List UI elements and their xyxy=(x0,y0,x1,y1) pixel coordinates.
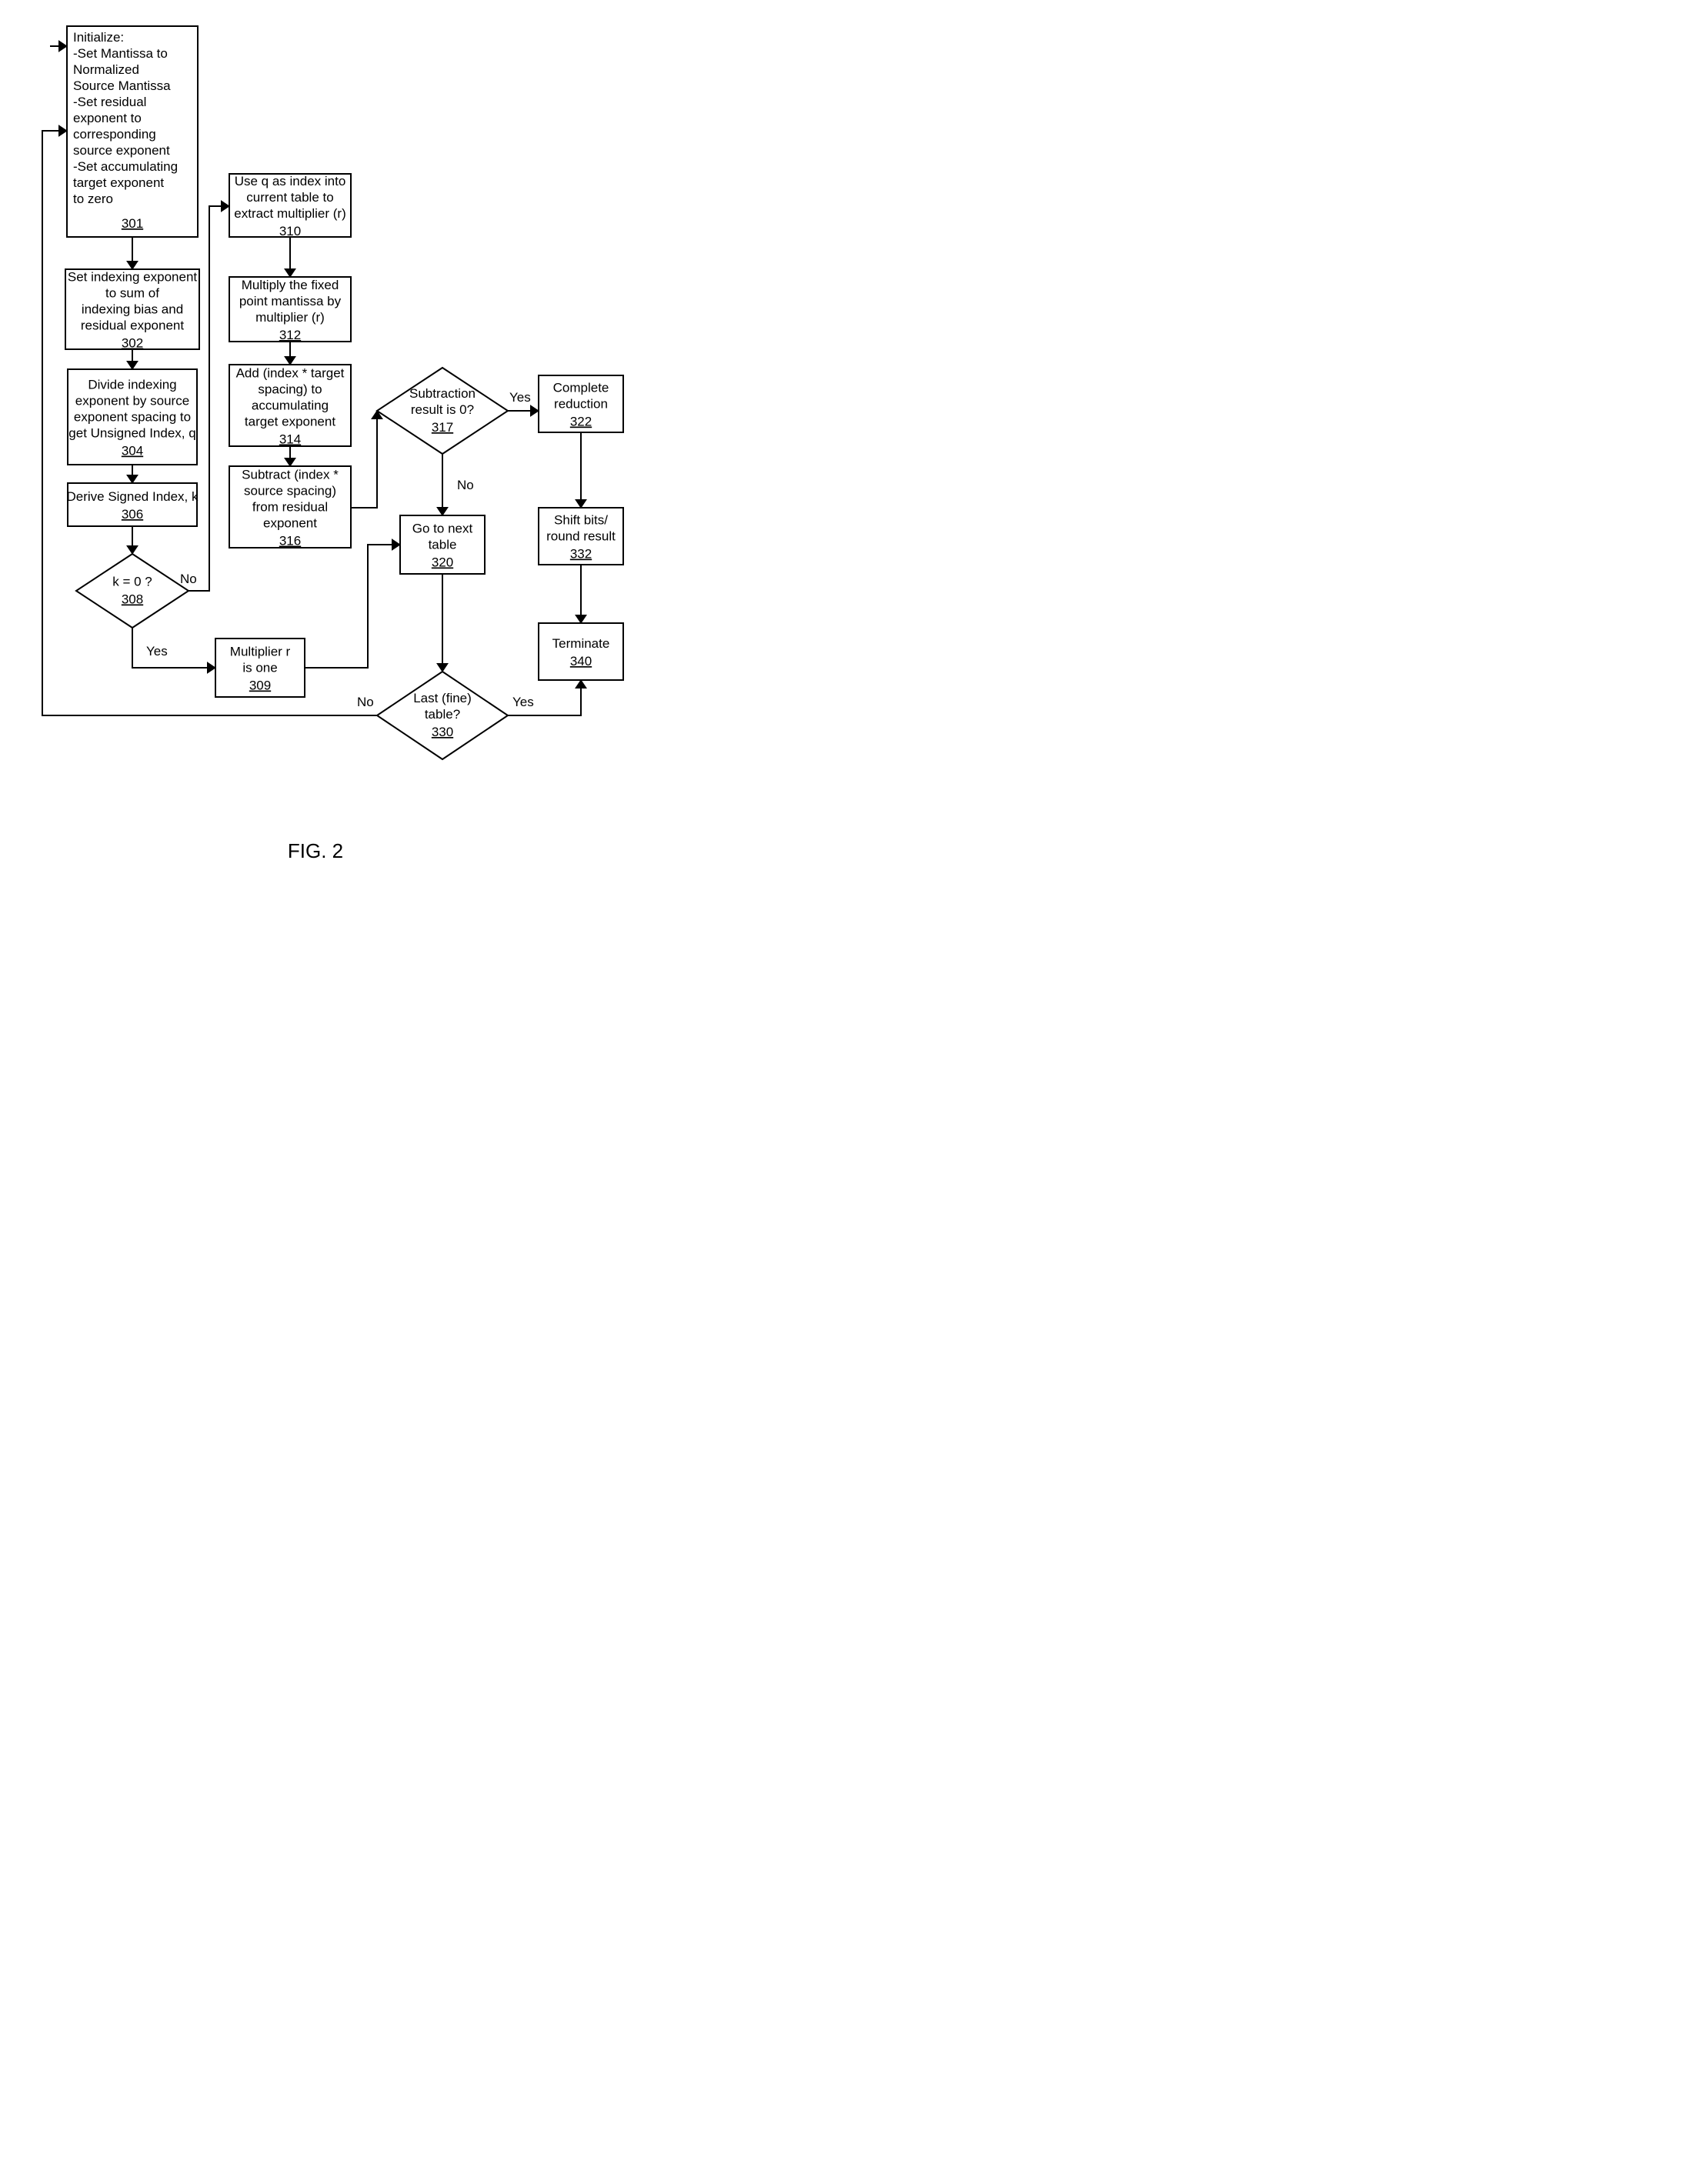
svg-text:spacing) to: spacing) to xyxy=(258,382,322,397)
svg-text:316: 316 xyxy=(279,534,301,549)
svg-text:317: 317 xyxy=(432,420,453,435)
svg-text:No: No xyxy=(357,695,374,709)
svg-text:get Unsigned Index, q: get Unsigned Index, q xyxy=(68,426,195,441)
svg-text:corresponding: corresponding xyxy=(73,127,156,142)
svg-text:Divide indexing: Divide indexing xyxy=(88,378,176,392)
svg-text:k = 0 ?: k = 0 ? xyxy=(112,575,152,589)
svg-text:Shift bits/: Shift bits/ xyxy=(554,513,608,528)
svg-text:-Set accumulating: -Set accumulating xyxy=(73,159,178,174)
svg-text:-Set residual: -Set residual xyxy=(73,95,146,109)
svg-text:310: 310 xyxy=(279,224,301,238)
svg-text:330: 330 xyxy=(432,725,453,739)
svg-text:Source Mantissa: Source Mantissa xyxy=(73,78,171,93)
svg-text:is one: is one xyxy=(242,661,277,675)
svg-text:FIG. 2: FIG. 2 xyxy=(288,839,343,862)
svg-text:Terminate: Terminate xyxy=(552,636,610,651)
svg-text:Set indexing exponent: Set indexing exponent xyxy=(68,270,198,285)
svg-text:Multiplier r: Multiplier r xyxy=(230,645,291,659)
svg-text:exponent spacing to: exponent spacing to xyxy=(74,410,191,425)
svg-text:Multiply the fixed: Multiply the fixed xyxy=(242,278,339,292)
svg-text:Initialize:: Initialize: xyxy=(73,30,124,45)
svg-text:340: 340 xyxy=(570,654,592,669)
svg-text:322: 322 xyxy=(570,415,592,429)
svg-text:308: 308 xyxy=(122,592,143,607)
svg-text:Subtraction: Subtraction xyxy=(409,386,476,401)
svg-text:result is 0?: result is 0? xyxy=(411,402,474,417)
svg-text:306: 306 xyxy=(122,507,143,522)
svg-text:to zero: to zero xyxy=(73,192,113,206)
svg-text:-Set Mantissa to: -Set Mantissa to xyxy=(73,46,168,61)
svg-text:Normalized: Normalized xyxy=(73,62,139,77)
svg-text:current table to: current table to xyxy=(246,190,333,205)
svg-text:Use q as index into: Use q as index into xyxy=(235,174,346,188)
svg-text:source spacing): source spacing) xyxy=(244,484,336,498)
svg-text:residual exponent: residual exponent xyxy=(81,318,184,333)
svg-text:312: 312 xyxy=(279,328,301,342)
svg-text:extract multiplier (r): extract multiplier (r) xyxy=(234,206,345,221)
svg-text:309: 309 xyxy=(249,679,271,693)
svg-text:point mantissa by: point mantissa by xyxy=(239,294,342,308)
svg-text:table: table xyxy=(429,538,457,552)
svg-text:Yes: Yes xyxy=(512,695,534,709)
svg-text:round result: round result xyxy=(546,529,616,544)
svg-text:exponent by source: exponent by source xyxy=(75,394,189,408)
svg-text:Add (index * target: Add (index * target xyxy=(236,366,345,381)
svg-text:to sum of: to sum of xyxy=(105,286,159,301)
svg-text:301: 301 xyxy=(122,216,143,231)
svg-text:Go to next: Go to next xyxy=(412,522,473,536)
svg-text:exponent to: exponent to xyxy=(73,111,142,125)
svg-text:Derive Signed Index, k: Derive Signed Index, k xyxy=(66,489,199,504)
svg-text:from residual: from residual xyxy=(252,500,328,515)
svg-text:302: 302 xyxy=(122,336,143,351)
svg-text:table?: table? xyxy=(425,707,460,722)
svg-text:332: 332 xyxy=(570,547,592,562)
svg-text:Complete: Complete xyxy=(553,381,609,395)
svg-text:No: No xyxy=(180,572,197,586)
svg-text:source exponent: source exponent xyxy=(73,143,170,158)
svg-text:target exponent: target exponent xyxy=(245,415,335,429)
svg-text:Subtract (index *: Subtract (index * xyxy=(242,468,339,482)
svg-text:Last (fine): Last (fine) xyxy=(413,691,472,705)
svg-text:reduction: reduction xyxy=(554,397,608,412)
svg-text:314: 314 xyxy=(279,432,301,447)
svg-text:target exponent: target exponent xyxy=(73,175,164,190)
svg-text:multiplier (r): multiplier (r) xyxy=(255,310,325,325)
svg-text:indexing bias and: indexing bias and xyxy=(82,302,183,317)
svg-text:Yes: Yes xyxy=(509,390,531,405)
svg-text:exponent: exponent xyxy=(263,516,317,531)
svg-text:Yes: Yes xyxy=(146,644,168,659)
svg-text:304: 304 xyxy=(122,444,143,458)
svg-text:320: 320 xyxy=(432,555,453,570)
svg-text:accumulating: accumulating xyxy=(252,398,329,413)
svg-text:No: No xyxy=(457,478,474,492)
